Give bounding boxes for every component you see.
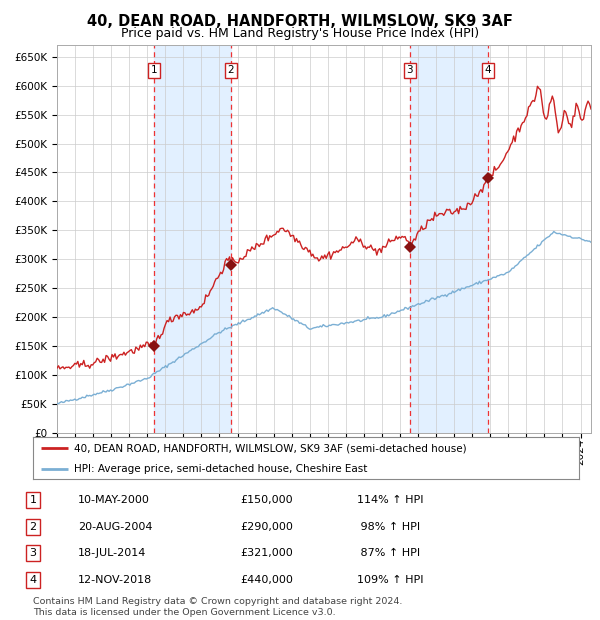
- Text: 3: 3: [29, 548, 37, 559]
- Text: 10-MAY-2000: 10-MAY-2000: [78, 495, 150, 505]
- Text: £321,000: £321,000: [240, 548, 293, 559]
- Text: 4: 4: [485, 66, 491, 76]
- Text: 40, DEAN ROAD, HANDFORTH, WILMSLOW, SK9 3AF: 40, DEAN ROAD, HANDFORTH, WILMSLOW, SK9 …: [87, 14, 513, 29]
- Text: £290,000: £290,000: [240, 521, 293, 532]
- Text: 1: 1: [151, 66, 157, 76]
- Text: 114% ↑ HPI: 114% ↑ HPI: [357, 495, 424, 505]
- Text: 87% ↑ HPI: 87% ↑ HPI: [357, 548, 420, 559]
- Text: 12-NOV-2018: 12-NOV-2018: [78, 575, 152, 585]
- Text: 3: 3: [406, 66, 413, 76]
- Bar: [410, 45, 488, 433]
- Text: 109% ↑ HPI: 109% ↑ HPI: [357, 575, 424, 585]
- Text: Contains HM Land Registry data © Crown copyright and database right 2024.
This d: Contains HM Land Registry data © Crown c…: [33, 598, 403, 617]
- Text: Price paid vs. HM Land Registry's House Price Index (HPI): Price paid vs. HM Land Registry's House …: [121, 27, 479, 40]
- Text: 20-AUG-2004: 20-AUG-2004: [78, 521, 152, 532]
- Text: 1: 1: [29, 495, 37, 505]
- Text: 4: 4: [29, 575, 37, 585]
- Text: 2: 2: [228, 66, 235, 76]
- Text: 18-JUL-2014: 18-JUL-2014: [78, 548, 146, 559]
- Text: HPI: Average price, semi-detached house, Cheshire East: HPI: Average price, semi-detached house,…: [74, 464, 367, 474]
- Text: 2: 2: [29, 521, 37, 532]
- Bar: [154, 45, 231, 433]
- Text: £150,000: £150,000: [240, 495, 293, 505]
- Text: £440,000: £440,000: [240, 575, 293, 585]
- Text: 98% ↑ HPI: 98% ↑ HPI: [357, 521, 420, 532]
- Text: 40, DEAN ROAD, HANDFORTH, WILMSLOW, SK9 3AF (semi-detached house): 40, DEAN ROAD, HANDFORTH, WILMSLOW, SK9 …: [74, 443, 467, 453]
